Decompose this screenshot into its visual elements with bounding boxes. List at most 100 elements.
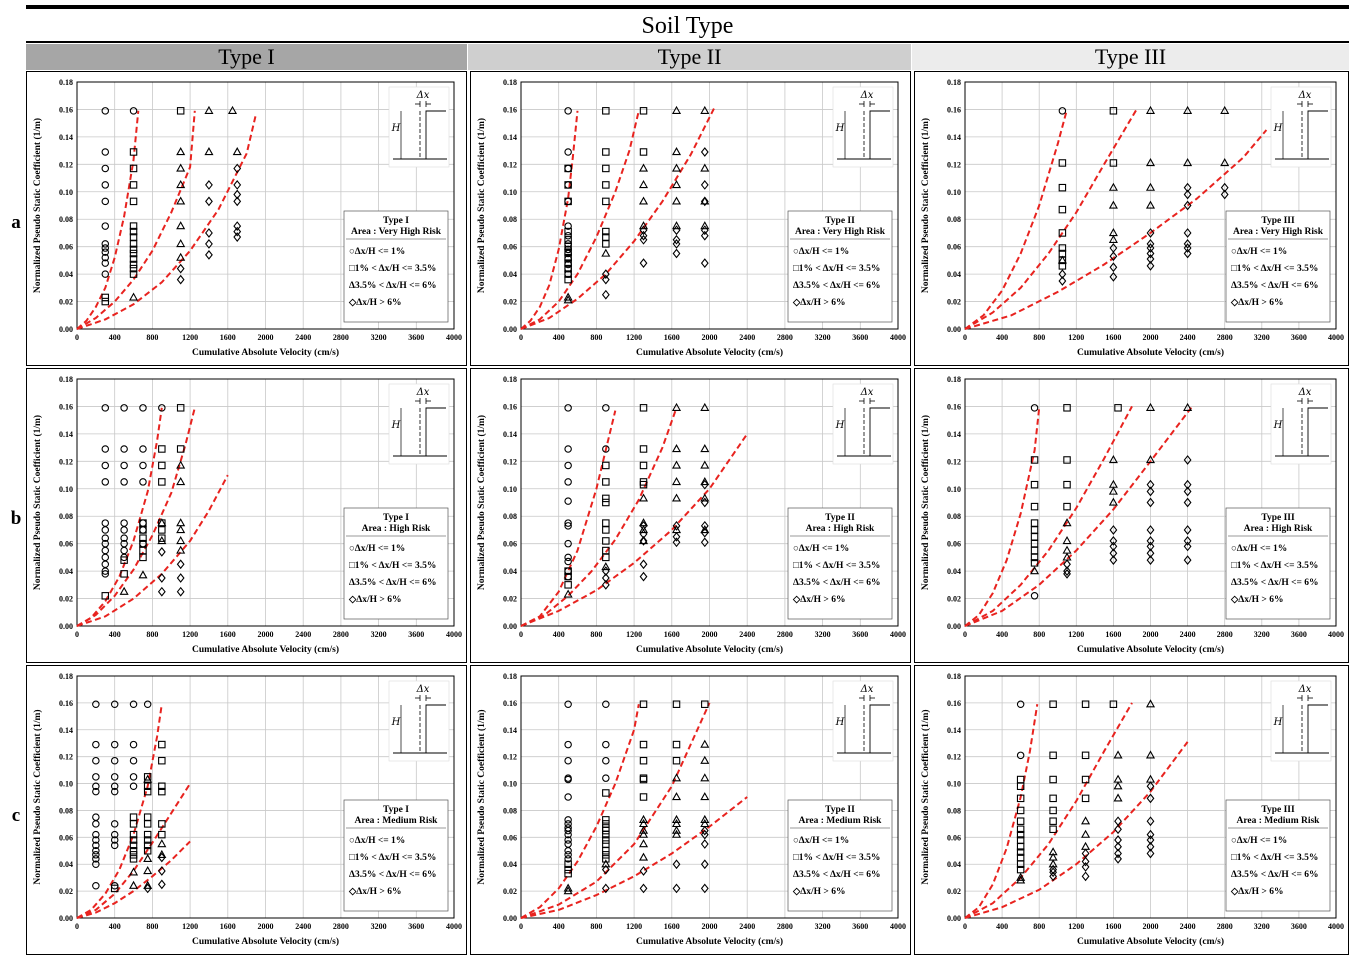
data-point-diamond	[700, 180, 709, 190]
fitted-curve	[520, 407, 678, 627]
fitted-curve	[964, 407, 1041, 627]
x-tick-label: 2000	[258, 922, 274, 931]
y-tick-label: 0.06	[503, 833, 517, 842]
data-point-diamond	[672, 537, 681, 548]
x-tick-label: 2000	[1143, 333, 1159, 342]
data-point-triangle	[563, 295, 573, 304]
y-axis-label: Normalized Pseudo Static Coefficient (1/…	[32, 118, 43, 293]
x-tick-labels: 0 400 800 1200 1600 2000 2400 2800 3200 3600 4000	[75, 922, 462, 931]
data-point-square	[602, 181, 610, 189]
legend-box	[787, 507, 893, 620]
data-point-triangle	[129, 880, 139, 889]
data-point-circle	[1058, 107, 1067, 115]
data-point-diamond	[1146, 793, 1155, 804]
data-point-triangle	[700, 444, 710, 453]
data-point-diamond	[1146, 479, 1155, 490]
data-point-circle	[120, 404, 128, 412]
data-point-square	[639, 480, 648, 489]
column-header-type-ii: Type II	[468, 44, 911, 70]
y-tick-label: 0.04	[503, 860, 517, 869]
data-point-circle	[139, 404, 147, 412]
legend-title-line: Area : Medium Risk	[799, 816, 883, 826]
data-point-circle	[92, 881, 100, 890]
data-point-square	[1058, 183, 1067, 192]
fitted-curves	[964, 702, 1189, 919]
y-tick-label: 0.02	[947, 595, 961, 604]
legend-box	[1225, 799, 1331, 912]
data-point-diamond	[1058, 269, 1067, 279]
data-point-square	[176, 445, 185, 453]
x-tick-label: 2400	[295, 333, 311, 342]
data-point-diamond	[700, 147, 709, 157]
data-point-circle	[564, 816, 572, 824]
data-point-square	[602, 197, 610, 206]
chart-panel-type-i-high-risk: 0 400 800 1200 1600 2000 2400 2800 3200 3600 4000 0…	[26, 368, 467, 663]
data-point-diamond	[672, 225, 681, 236]
data-point-circle	[110, 836, 119, 844]
x-tick-label: 2800	[333, 922, 349, 931]
y-tick-label: 0.06	[59, 833, 73, 842]
data-point-circle	[101, 181, 110, 189]
data-point-circle	[129, 782, 138, 790]
y-tick-label: 0.14	[59, 430, 73, 439]
x-axis-label: Cumulative Absolute Velocity (cm/s)	[1077, 644, 1224, 655]
data-point-diamond	[176, 274, 185, 285]
legend-entry: ◇Δx/H > 6%	[1230, 887, 1283, 897]
fitted-curves	[520, 107, 716, 330]
data-point-circle	[602, 740, 610, 749]
data-point-square	[158, 478, 166, 486]
inset-dx-label: Δx	[416, 90, 430, 101]
x-tick-label: 3200	[815, 922, 831, 931]
data-point-square	[1081, 751, 1090, 760]
data-point-diamond	[233, 180, 242, 190]
x-tick-labels: 0 400 800 1200 1600 2000 2400 2800 3200 3600 4000	[519, 630, 906, 639]
data-point-triangle	[671, 773, 682, 782]
data-point-square	[1016, 842, 1025, 851]
y-tick-label: 0.08	[59, 215, 73, 224]
data-point-diamond	[233, 221, 242, 231]
data-point-diamond	[1183, 486, 1192, 497]
legend-entry: □1% < Δx/H <= 3.5%	[793, 264, 880, 274]
x-tick-label: 0	[963, 922, 967, 931]
legend-entry: ◇Δx/H > 6%	[1230, 595, 1283, 605]
y-tick-label: 0.10	[503, 188, 517, 197]
data-point-triangle	[119, 586, 129, 595]
data-markers	[92, 700, 167, 894]
data-point-square	[1049, 700, 1057, 708]
data-point-square	[1081, 775, 1090, 784]
wall-displacement-inset: Δx H	[1270, 680, 1332, 762]
x-tick-label: 400	[996, 922, 1008, 931]
x-tick-labels: 0 400 800 1200 1600 2000 2400 2800 3200 3600 4000	[519, 333, 906, 342]
x-axis-label: Cumulative Absolute Velocity (cm/s)	[192, 347, 339, 358]
x-tick-label: 400	[553, 630, 565, 639]
data-point-circle	[92, 830, 100, 839]
data-point-diamond	[601, 269, 610, 279]
data-point-circle	[110, 841, 119, 850]
chart-svg: 0 400 800 1200 1600 2000 2400 2800 3200 3600 40000…	[476, 672, 906, 947]
legend-entry: □1% < Δx/H <= 3.5%	[349, 853, 436, 863]
data-point-diamond	[639, 234, 648, 245]
legend-entry: ○Δx/H <= 1%	[793, 836, 849, 846]
chart-svg: 0 400 800 1200 1600 2000 2400 2800 3200 3600 40000…	[32, 375, 462, 655]
inset-dx-label: Δx	[860, 387, 874, 398]
legend-title-line: Area : Medium Risk	[355, 816, 439, 826]
x-tick-label: 4000	[446, 630, 462, 639]
x-tick-label: 2400	[295, 922, 311, 931]
y-tick-label: 0.02	[503, 595, 517, 604]
y-tick-label: 0.12	[59, 753, 73, 762]
data-point-diamond	[700, 225, 709, 236]
data-point-circle	[1016, 751, 1025, 760]
data-point-triangle	[671, 829, 682, 838]
data-point-square	[129, 249, 138, 258]
data-point-diamond	[639, 866, 648, 876]
legend-entry: Δ3.5% < Δx/H <= 6%	[349, 281, 437, 291]
y-axis-label: Normalized Pseudo Static Coefficient (1/…	[476, 415, 487, 590]
data-point-diamond	[1183, 555, 1192, 566]
data-point-diamond	[1183, 536, 1192, 546]
data-point-square	[129, 855, 138, 863]
data-point-triangle	[700, 773, 710, 782]
data-point-circle	[564, 793, 572, 801]
data-point-diamond	[1183, 497, 1192, 508]
x-axis-label: Cumulative Absolute Velocity (cm/s)	[636, 936, 783, 947]
